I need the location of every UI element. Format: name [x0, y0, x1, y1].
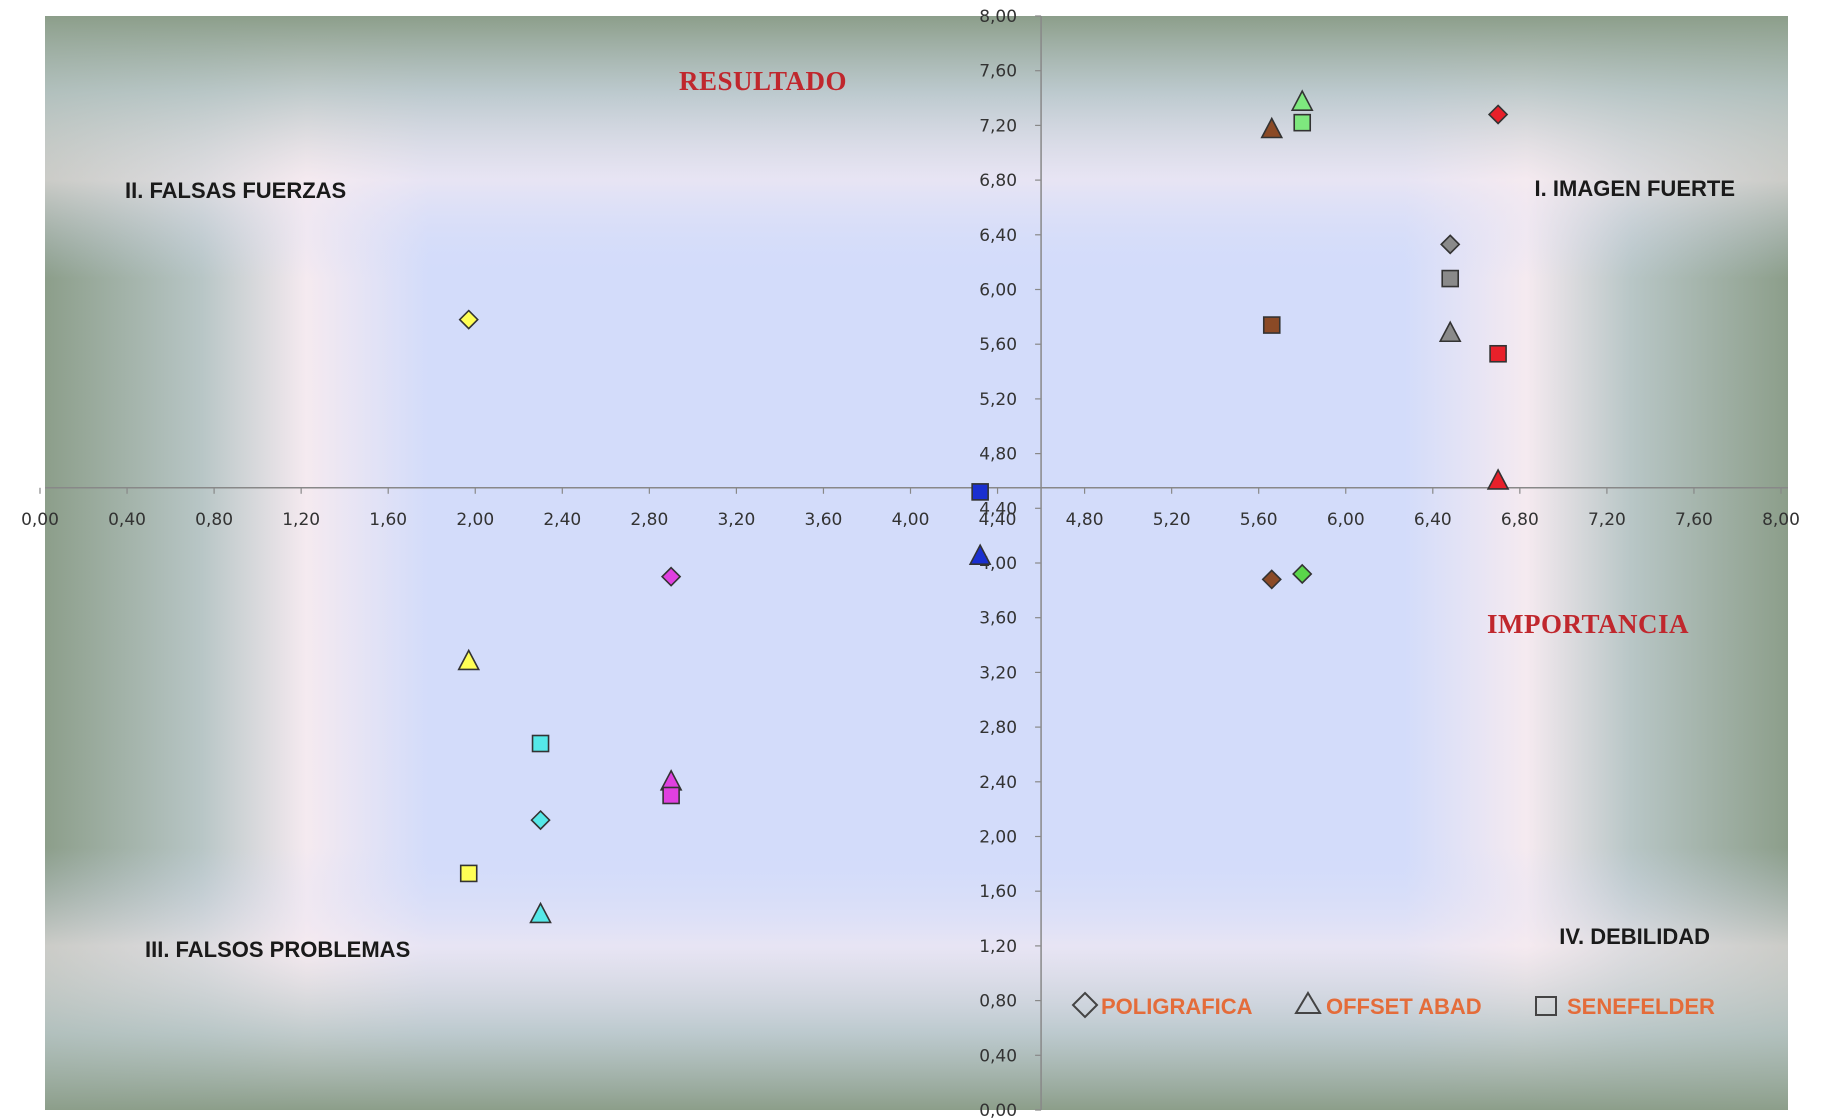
legend-diamond-marker — [1071, 991, 1099, 1019]
y-tick-label: 0,80 — [979, 992, 1017, 1012]
y-tick-label: 2,80 — [979, 718, 1017, 738]
x-tick-label: 2,80 — [630, 510, 668, 530]
data-point-triangle — [529, 901, 552, 924]
x-tick-label: 1,20 — [282, 510, 320, 530]
x-tick-label: 7,60 — [1675, 510, 1713, 530]
axes: 0,00 0,40 0,80 1,20 1,60 2,00 2,40 2,80 3,20 3,60… — [21, 7, 1800, 1120]
legend-item-senefelder: SENEFELDER — [1535, 994, 1715, 1019]
legend-label-poligrafica: POLIGRAFICA — [1101, 994, 1253, 1019]
data-point-square — [971, 483, 989, 501]
y-tick-label: 4,80 — [979, 445, 1017, 465]
x-tick-label: 0,40 — [108, 510, 146, 530]
data-point-square — [662, 786, 680, 805]
x-tick-label: 0,00 — [21, 510, 59, 530]
data-point-diamond — [660, 566, 682, 587]
y-tick-label: 4,00 — [979, 554, 1017, 574]
data-point-triangle — [1290, 89, 1314, 111]
y-tick-label: 6,80 — [979, 171, 1017, 191]
legend-triangle-marker — [1294, 991, 1322, 1014]
x-tick-label: 2,40 — [543, 510, 581, 530]
quadrant-label-ii: II. FALSAS FUERZAS — [125, 178, 346, 203]
data-point-square — [531, 734, 550, 753]
quadrant-label-i: I. IMAGEN FUERTE — [1535, 176, 1735, 201]
y-tick-label: 5,60 — [979, 335, 1017, 355]
quadrant-label-iii: III. FALSOS PROBLEMAS — [145, 937, 410, 962]
x-tick-label: 8,00 — [1762, 510, 1800, 530]
data-points — [457, 89, 1510, 924]
data-point-triangle — [457, 648, 481, 671]
y-tick-label: 0,40 — [979, 1046, 1017, 1066]
y-tick-label: 7,20 — [979, 116, 1017, 136]
data-point-diamond — [1487, 104, 1509, 125]
axis-titles: RESULTADO IMPORTANCIA — [679, 66, 1689, 639]
y-tick-label: 6,00 — [979, 281, 1017, 301]
x-tick-label: 3,60 — [805, 510, 843, 530]
legend-item-poligrafica: POLIGRAFICA — [1071, 991, 1253, 1019]
x-tick-label: 4,80 — [1066, 510, 1104, 530]
data-point-triangle — [1438, 320, 1462, 343]
legend-label-offset-abad: OFFSET ABAD — [1326, 994, 1482, 1019]
y-tick-label: 4,40 — [979, 499, 1017, 519]
legend-square-marker — [1535, 996, 1557, 1016]
y-tick-label: 2,00 — [979, 828, 1017, 848]
y-tick-label: 3,20 — [979, 663, 1017, 683]
quadrant-label-iv: IV. DEBILIDAD — [1559, 924, 1710, 949]
y-tick-label: 3,60 — [979, 609, 1017, 629]
y-axis-ticks: 0,00 0,40 0,80 1,20 1,60 2,00 2,40 2,80 3,20 3,60… — [979, 7, 1042, 1120]
x-tick-label: 0,80 — [195, 510, 233, 530]
y-tick-label: 7,60 — [979, 62, 1017, 82]
data-point-diamond — [1292, 563, 1313, 585]
x-tick-label: 4,40 — [979, 510, 1017, 530]
x-tick-label: 3,20 — [717, 510, 755, 530]
x-tick-label: 4,00 — [892, 510, 930, 530]
legend-label-senefelder: SENEFELDER — [1567, 994, 1715, 1019]
y-tick-label: 0,00 — [979, 1101, 1017, 1120]
x-tick-label: 1,60 — [369, 510, 407, 530]
x-tick-label: 5,60 — [1240, 510, 1278, 530]
data-point-square — [1489, 344, 1507, 363]
y-tick-label: 1,20 — [979, 937, 1017, 957]
x-tick-label: 7,20 — [1588, 510, 1626, 530]
y-tick-label: 6,40 — [979, 226, 1017, 246]
data-point-square — [1441, 269, 1460, 288]
y-tick-label: 8,00 — [979, 7, 1017, 27]
data-point-triangle — [1260, 116, 1284, 139]
x-axis-title: IMPORTANCIA — [1487, 609, 1689, 639]
y-axis-title: RESULTADO — [679, 66, 847, 96]
plot-background — [45, 16, 1788, 1110]
x-tick-label: 6,80 — [1501, 510, 1539, 530]
data-point-square — [459, 864, 478, 883]
x-tick-label: 6,40 — [1414, 510, 1452, 530]
data-point-diamond — [530, 809, 551, 831]
quadrant-labels: I. IMAGEN FUERTE II. FALSAS FUERZAS III.… — [125, 176, 1735, 962]
legend-item-offset-abad: OFFSET ABAD — [1294, 991, 1482, 1019]
y-tick-label: 5,20 — [979, 390, 1017, 410]
x-axis-ticks: 0,00 0,40 0,80 1,20 1,60 2,00 2,40 2,80 3,20 3,60… — [21, 487, 1800, 530]
legend: POLIGRAFICA OFFSET ABAD SENEFELDER — [1071, 991, 1715, 1019]
y-tick-label: 2,40 — [979, 773, 1017, 793]
data-point-triangle — [1486, 468, 1510, 490]
y-tick-label: 1,60 — [979, 882, 1017, 902]
x-tick-label: 6,00 — [1327, 510, 1365, 530]
data-point-square — [1262, 316, 1281, 334]
data-point-diamond — [1440, 234, 1461, 255]
x-tick-label: 5,20 — [1153, 510, 1191, 530]
data-point-diamond — [1261, 569, 1282, 590]
data-point-triangle — [968, 543, 992, 565]
data-point-diamond — [458, 309, 479, 330]
x-tick-label: 2,00 — [456, 510, 494, 530]
data-point-square — [1293, 113, 1312, 132]
